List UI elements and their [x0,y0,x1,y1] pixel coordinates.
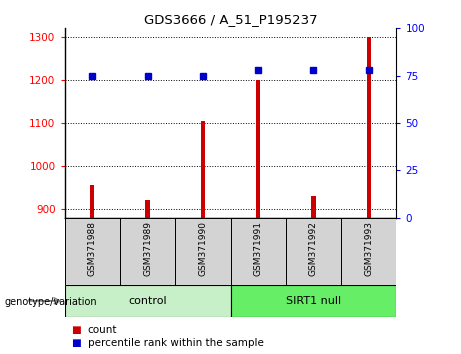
Bar [230,285,396,317]
Bar [256,80,260,218]
Bar [65,218,120,285]
Text: genotype/variation: genotype/variation [5,297,97,307]
Bar [286,218,341,285]
Text: GSM371990: GSM371990 [198,221,207,276]
Bar [175,218,230,285]
Text: GSM371992: GSM371992 [309,221,318,276]
Text: control: control [128,296,167,306]
Bar [366,37,371,218]
Bar [145,200,150,218]
Bar [311,196,316,218]
Bar [90,185,95,218]
Title: GDS3666 / A_51_P195237: GDS3666 / A_51_P195237 [144,13,317,26]
Text: SIRT1 null: SIRT1 null [286,296,341,306]
Text: GSM371989: GSM371989 [143,221,152,276]
Text: count: count [88,325,117,335]
Bar [341,218,396,285]
Text: GSM371988: GSM371988 [88,221,97,276]
Bar [120,218,175,285]
Bar [65,285,230,317]
Text: GSM371991: GSM371991 [254,221,263,276]
Text: percentile rank within the sample: percentile rank within the sample [88,338,264,348]
Text: GSM371993: GSM371993 [364,221,373,276]
Bar [230,218,286,285]
Bar [201,121,205,218]
Text: ■: ■ [71,325,81,335]
Text: ■: ■ [71,338,81,348]
